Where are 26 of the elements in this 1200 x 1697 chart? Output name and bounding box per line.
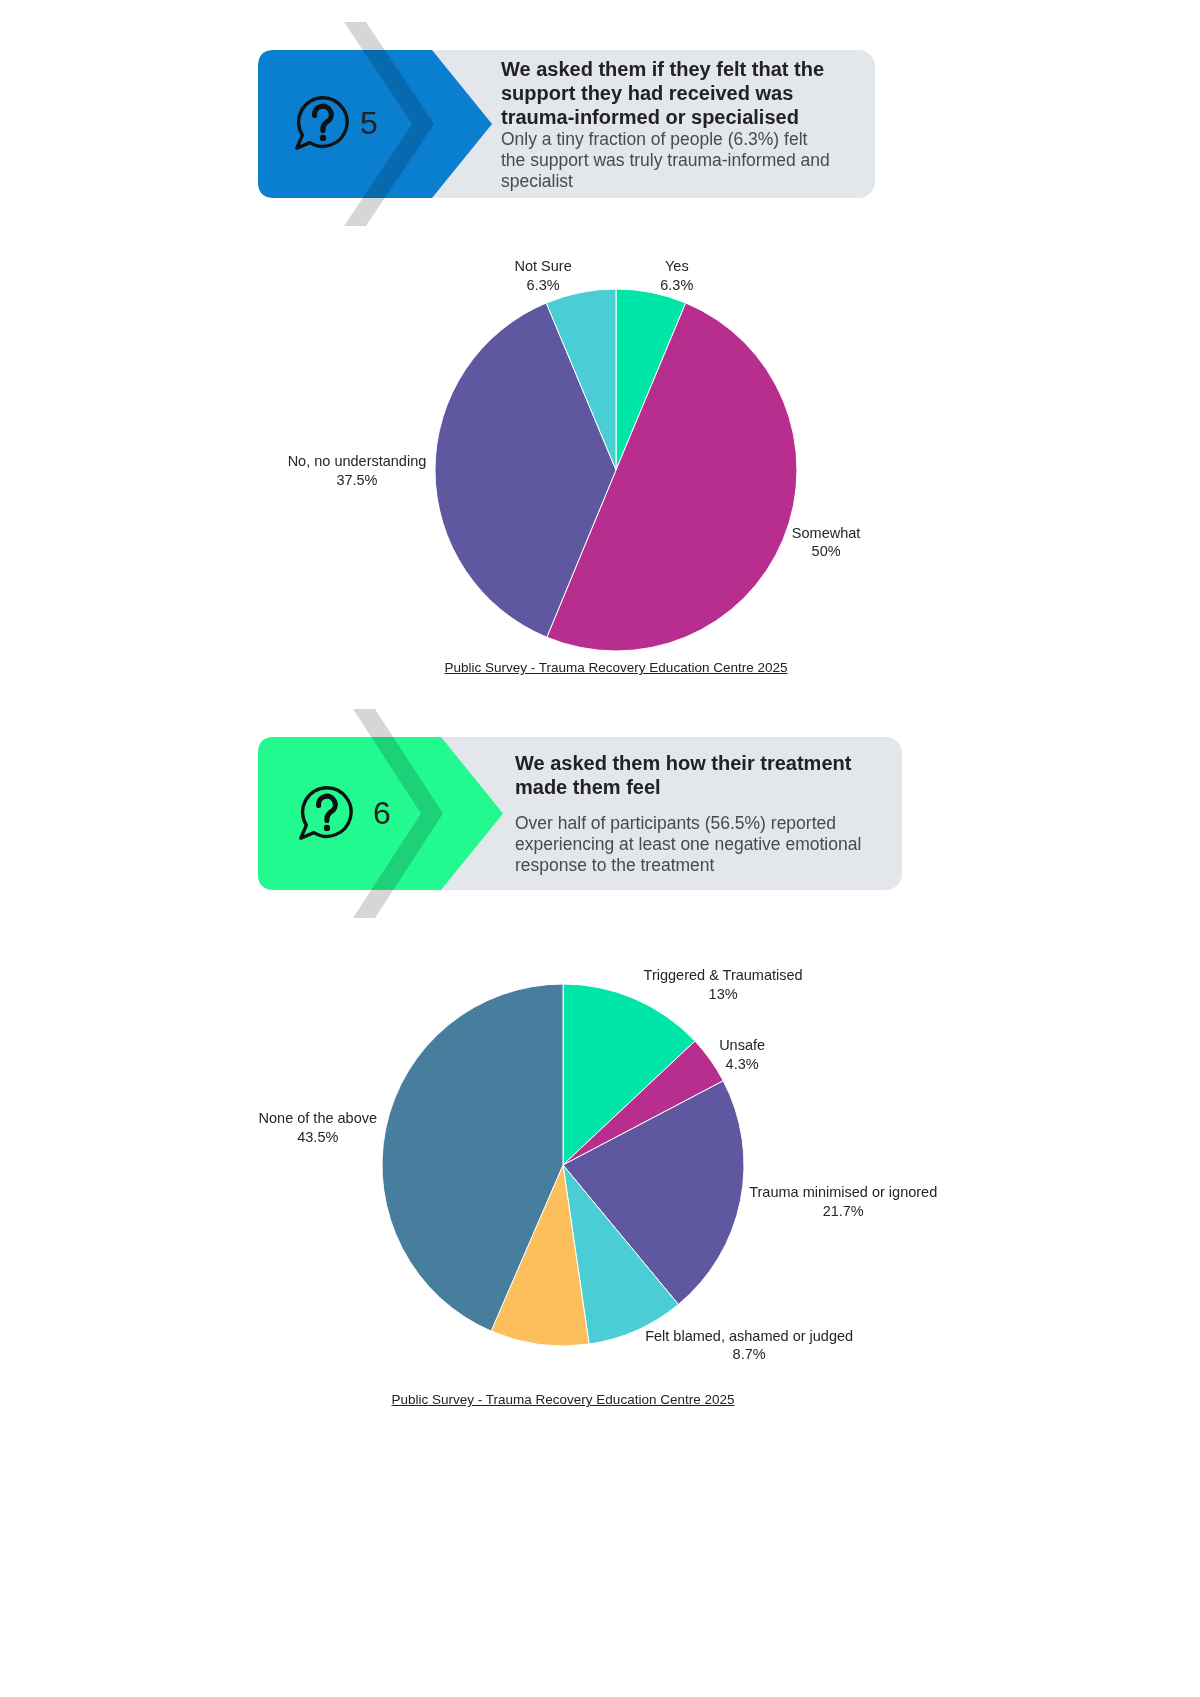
text: Public Survey - Trauma Recovery Education Centre 2025 [444, 660, 788, 675]
slice-label: Trauma minimised or ignored [749, 1183, 938, 1200]
text: 6 [373, 795, 391, 831]
text: Public Survey - Trauma Recovery Education Centre 2025 [391, 1392, 735, 1407]
slice-label: Somewhat [791, 524, 861, 541]
data-label: 6.3% [526, 277, 560, 294]
data-label: 8.7% [732, 1346, 766, 1363]
data-label: 4.3% [725, 1055, 759, 1072]
data-label: 37.5% [336, 471, 378, 488]
data-label: 13% [708, 985, 738, 1002]
slice-label: None of the above [258, 1110, 378, 1127]
chart-title: We asked them if they felt that the support they had received was trauma-informed or specialised [501, 56, 826, 129]
slice-label: Yes [664, 258, 689, 275]
slice-label: Not Sure [514, 258, 572, 275]
chart-title: We asked them how their treatment made them feel [515, 751, 853, 799]
slice-label: Unsafe [719, 1036, 766, 1053]
data-label: 50% [811, 543, 841, 560]
data-label: 6.3% [660, 277, 694, 294]
text: 5 [360, 105, 378, 141]
slice-label: Triggered & Traumatised [643, 966, 803, 983]
slice-label: No, no understanding [287, 452, 427, 469]
data-label: 21.7% [822, 1202, 864, 1219]
chart-subtitle: Only a tiny fraction of people (6.3%) felt the support was truly trauma-informed and specialist [501, 128, 831, 192]
data-label: 43.5% [297, 1129, 339, 1145]
chart-subtitle: Over half of participants (56.5%) reported experiencing at least one negative emotional response to the treatment [515, 813, 863, 876]
slice-label: Felt blamed, ashamed or judged [645, 1327, 854, 1344]
